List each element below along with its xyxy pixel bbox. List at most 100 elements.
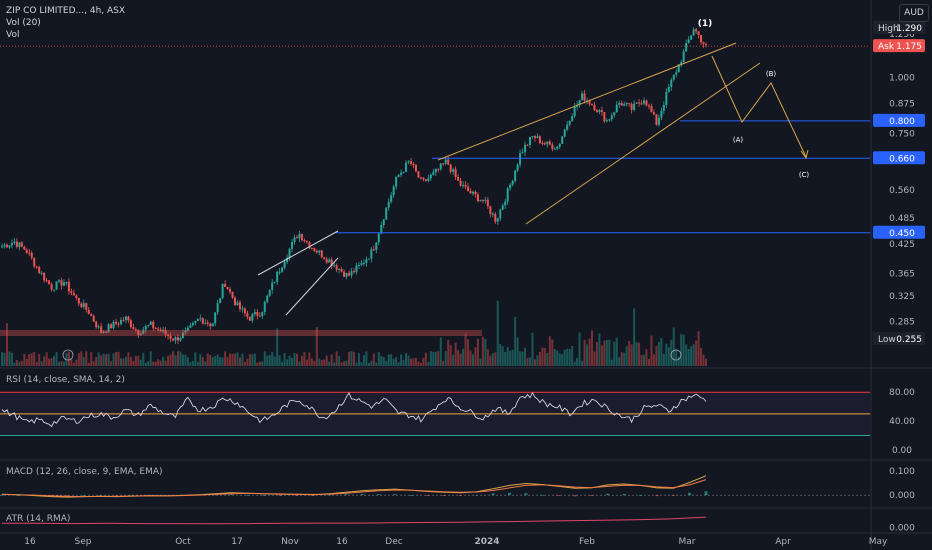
wave-label-1: (1) bbox=[698, 19, 713, 29]
candle-body bbox=[496, 218, 499, 222]
candle-body bbox=[558, 143, 561, 147]
candle-body bbox=[377, 233, 380, 243]
volume-bar bbox=[571, 345, 574, 366]
volume-bar bbox=[300, 356, 303, 366]
candle-body bbox=[110, 324, 113, 329]
atr-title[interactable]: ATR (14, RMA) bbox=[6, 514, 71, 524]
candle-body bbox=[147, 325, 150, 327]
candle-body bbox=[439, 163, 442, 170]
volume-bar bbox=[665, 343, 668, 366]
price-tick-label: 0.485 bbox=[889, 214, 915, 224]
candle-body bbox=[184, 330, 187, 333]
macd-histogram-bar bbox=[0, 494, 4, 496]
candle-body bbox=[467, 186, 470, 191]
candle-body bbox=[397, 174, 400, 177]
volume-bar bbox=[578, 332, 581, 366]
price-tick-label: 0.365 bbox=[889, 269, 915, 279]
volume-bar bbox=[635, 341, 638, 366]
volume-bar bbox=[268, 355, 271, 366]
candle-body bbox=[60, 280, 63, 286]
symbol-legend[interactable]: ZIP CO LIMITED..., 4h, ASX bbox=[6, 6, 126, 16]
candle-body bbox=[623, 103, 626, 106]
volume-bar bbox=[573, 361, 576, 366]
volume-legend[interactable]: Vol (20) bbox=[6, 18, 41, 28]
candle-body bbox=[429, 174, 432, 179]
volume-bar bbox=[191, 360, 194, 366]
volume-legend-short[interactable]: Vol bbox=[6, 30, 20, 40]
volume-bar bbox=[476, 338, 479, 366]
candle-body bbox=[605, 120, 608, 122]
candle-body bbox=[667, 86, 670, 92]
volume-bar bbox=[355, 362, 358, 366]
volume-bar bbox=[10, 352, 13, 366]
time-tick-label: 16 bbox=[336, 537, 348, 547]
volume-bar bbox=[33, 351, 36, 366]
candle-body bbox=[652, 112, 655, 115]
candle-body bbox=[5, 244, 8, 248]
candle-body bbox=[578, 100, 581, 105]
volume-bar bbox=[124, 356, 127, 366]
volume-bar bbox=[40, 361, 43, 366]
macd-histogram-bar bbox=[377, 494, 381, 496]
volume-bar bbox=[640, 354, 643, 366]
candle-body bbox=[328, 259, 331, 263]
volume-bar bbox=[605, 339, 608, 366]
volume-bar bbox=[147, 361, 150, 366]
time-tick-label: Dec bbox=[385, 537, 402, 547]
candle-body bbox=[157, 328, 160, 330]
macd-title[interactable]: MACD (12, 26, close, 9, EMA, EMA) bbox=[6, 467, 163, 477]
volume-bar bbox=[588, 338, 591, 366]
macd-histogram-bar bbox=[589, 495, 593, 496]
volume-bar bbox=[469, 350, 472, 366]
volume-bar bbox=[600, 345, 603, 366]
candle-body bbox=[506, 188, 509, 202]
candle-body bbox=[186, 327, 189, 331]
volume-bar bbox=[471, 354, 474, 366]
price-tick-label: 0.750 bbox=[889, 129, 915, 139]
candle-body bbox=[248, 316, 251, 321]
volume-bar bbox=[511, 349, 514, 366]
candle-body bbox=[608, 119, 611, 121]
volume-bar bbox=[25, 358, 28, 366]
volume-bar bbox=[680, 334, 683, 366]
volume-bar bbox=[652, 354, 655, 366]
candle-body bbox=[491, 213, 494, 215]
candle-body bbox=[434, 168, 437, 173]
macd-histogram-bar bbox=[622, 493, 626, 496]
volume-bar bbox=[353, 352, 355, 366]
candle-body bbox=[124, 316, 127, 321]
macd-histogram-bar bbox=[262, 495, 266, 496]
candle-body bbox=[457, 176, 460, 181]
candle-body bbox=[647, 105, 650, 107]
candle-body bbox=[424, 179, 427, 181]
candle-body bbox=[598, 110, 601, 113]
volume-bar bbox=[122, 358, 125, 366]
volume-bar bbox=[201, 357, 204, 366]
candle-body bbox=[214, 312, 217, 324]
volume-bar bbox=[60, 361, 63, 366]
time-tick-label: 2024 bbox=[474, 537, 499, 547]
candle-body bbox=[697, 31, 700, 35]
volume-bar bbox=[576, 357, 579, 366]
macd-histogram-bar bbox=[573, 495, 577, 497]
candle-body bbox=[638, 102, 641, 104]
volume-bar bbox=[427, 361, 430, 366]
macd-histogram-bar bbox=[409, 495, 413, 496]
volume-bar bbox=[350, 351, 353, 366]
candle-body bbox=[685, 43, 688, 52]
currency-button[interactable]: AUD bbox=[899, 4, 929, 22]
volume-bar bbox=[432, 351, 435, 366]
candle-body bbox=[367, 258, 370, 260]
candle-body bbox=[380, 225, 383, 234]
candle-body bbox=[571, 116, 574, 121]
rsi-title[interactable]: RSI (14, close, SMA, 14, 2) bbox=[6, 375, 125, 385]
candle-body bbox=[258, 315, 261, 317]
candle-body bbox=[234, 297, 237, 306]
volume-bar bbox=[459, 353, 462, 366]
candle-body bbox=[494, 213, 497, 222]
candle-body bbox=[283, 262, 286, 268]
volume-bar bbox=[595, 341, 598, 366]
candle-body bbox=[55, 281, 58, 290]
volume-bar bbox=[593, 351, 596, 366]
macd-histogram-bar bbox=[246, 494, 250, 496]
